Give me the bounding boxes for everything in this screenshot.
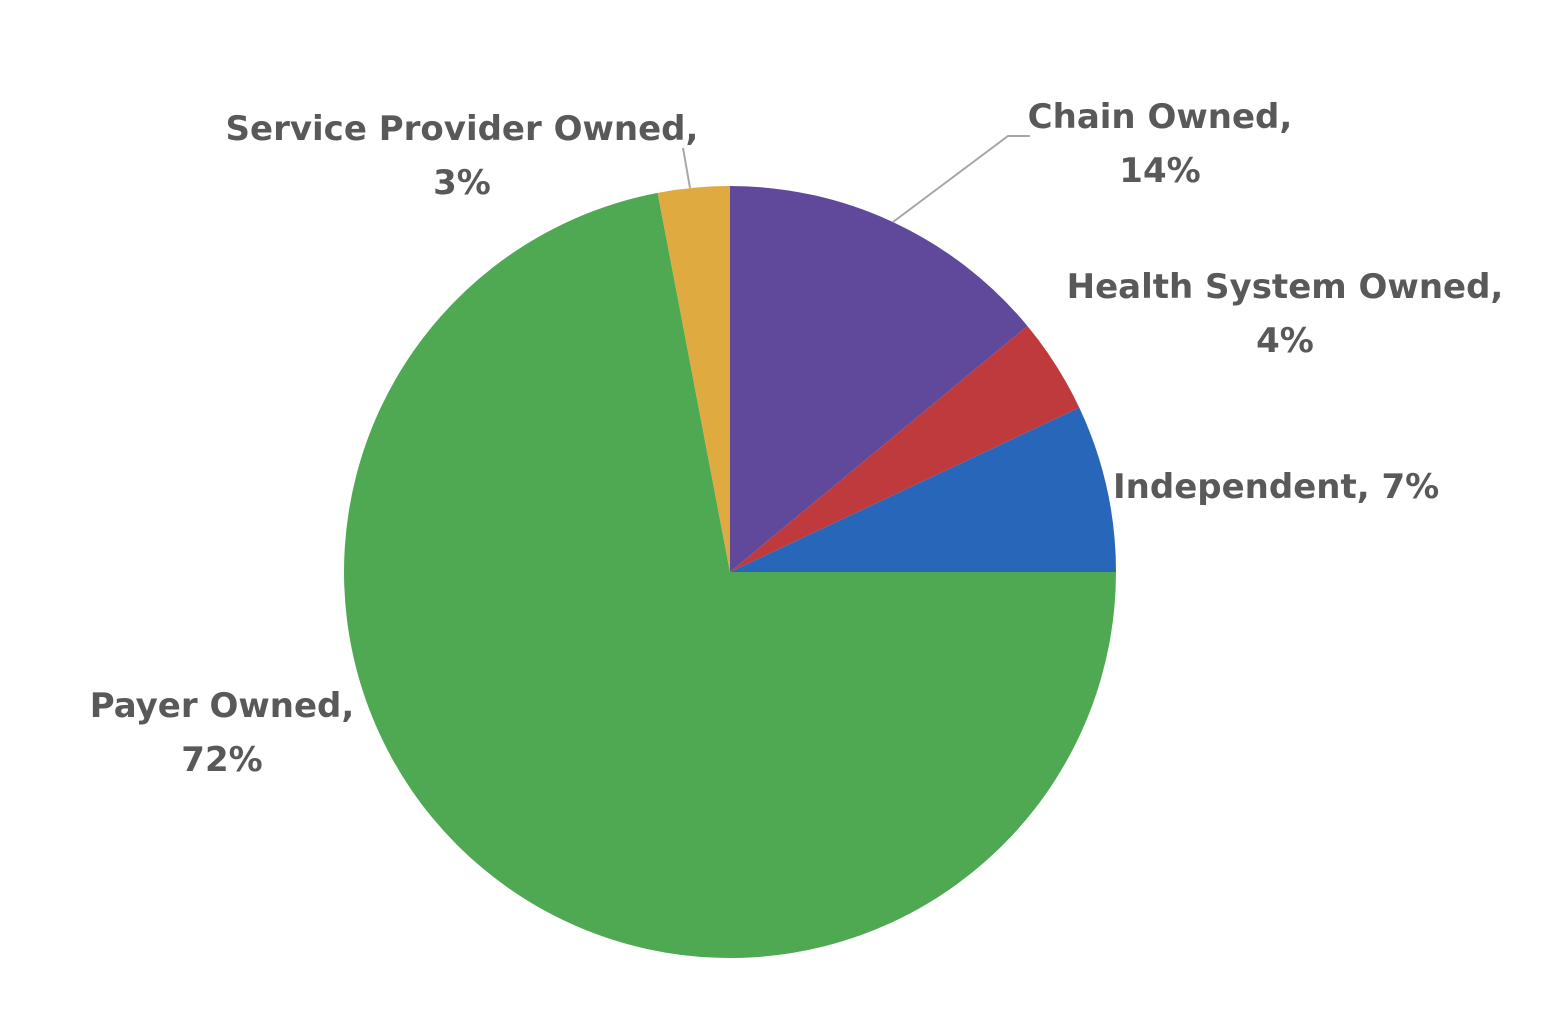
data-label-service-provider-owned: Service Provider Owned, 3% bbox=[226, 109, 699, 203]
data-label-independent: Independent, 7% bbox=[1113, 467, 1439, 507]
pie-slices bbox=[343, 186, 1116, 959]
leader-line-service-provider-owned bbox=[682, 147, 691, 189]
data-label-health-system-owned: Health System Owned, 4% bbox=[1067, 267, 1504, 361]
data-label-line: 72% bbox=[181, 740, 262, 780]
data-label-chain-owned: Chain Owned, 14% bbox=[1028, 97, 1293, 191]
data-label-line: Health System Owned, bbox=[1067, 267, 1504, 307]
data-label-line: Independent, 7% bbox=[1113, 467, 1439, 507]
data-label-payer-owned: Payer Owned, 72% bbox=[90, 686, 355, 780]
pie-slice-payer-owned bbox=[343, 192, 1116, 959]
pie-slice-independent bbox=[730, 407, 1116, 572]
data-label-line: 14% bbox=[1119, 151, 1200, 191]
data-label-line: Service Provider Owned, bbox=[226, 109, 699, 149]
leader-line-chain-owned bbox=[892, 135, 1030, 223]
leader-lines bbox=[682, 135, 1030, 223]
data-label-line: Payer Owned, bbox=[90, 686, 355, 726]
pie-slice-service-provider-owned bbox=[657, 186, 730, 572]
pie-slice-chain-owned bbox=[730, 186, 1028, 572]
pie-slice-health-system-owned bbox=[730, 325, 1080, 572]
data-label-line: Chain Owned, bbox=[1028, 97, 1293, 137]
slice-labels: Chain Owned, 14% Health System Owned, 4% Ind… bbox=[90, 97, 1504, 780]
data-label-line: 4% bbox=[1256, 321, 1314, 361]
data-label-line: 3% bbox=[433, 163, 491, 203]
